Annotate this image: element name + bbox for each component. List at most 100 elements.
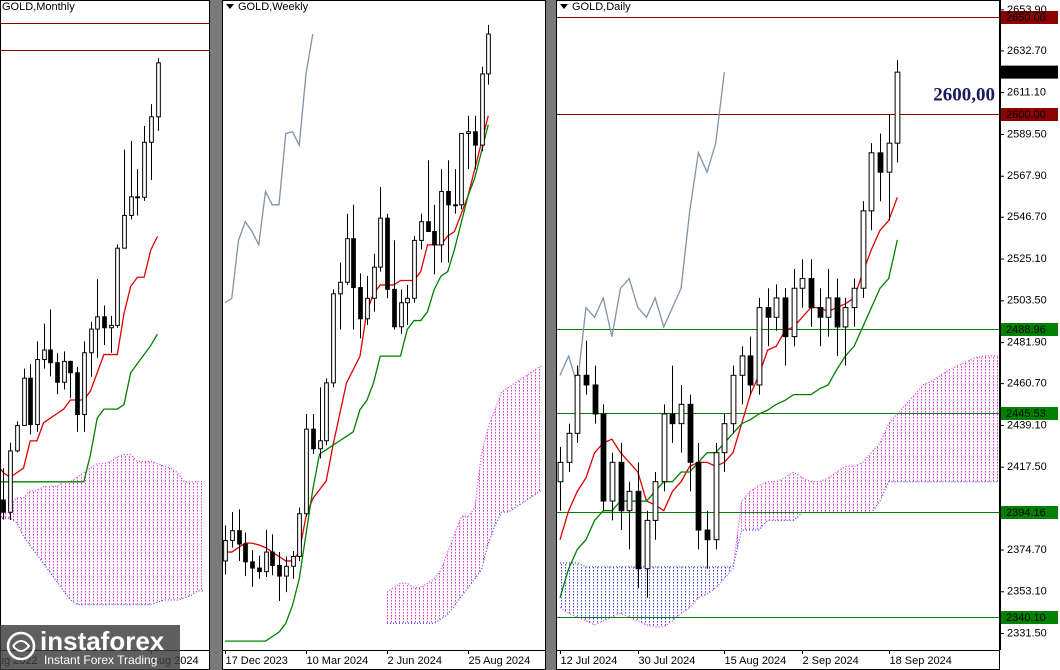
candle-body	[592, 384, 599, 415]
cloud-segment	[707, 566, 716, 594]
candle-body	[372, 266, 377, 299]
cloud-segment	[427, 578, 435, 624]
candle-body	[868, 152, 875, 212]
candle-body	[243, 543, 248, 563]
candle-body	[15, 424, 20, 452]
candle-body	[223, 539, 228, 562]
cloud-segment	[594, 566, 604, 625]
cloud-segment	[689, 566, 699, 608]
candle-body	[277, 564, 282, 577]
chart-title: GOLD,Daily	[572, 1, 631, 13]
y-tick-label: 2353.10	[1007, 586, 1047, 598]
cloud-segment	[603, 566, 612, 621]
x-tick-label: 30 Jul 2024	[639, 655, 696, 667]
watermark-brand: instaforex	[40, 626, 165, 656]
candle-body	[669, 413, 676, 425]
cloud-segment	[407, 583, 414, 624]
cloud-segment	[83, 468, 91, 605]
cloud-segment	[130, 454, 138, 605]
indicator-line	[559, 197, 898, 540]
candle-body	[392, 288, 397, 328]
cloud-segment	[784, 472, 794, 521]
candle-body	[412, 239, 417, 299]
candle-body	[446, 190, 451, 206]
cloud-segment	[164, 465, 171, 600]
cloud-segment	[414, 587, 421, 624]
cloud-segment	[975, 355, 984, 482]
candle-body	[1, 499, 6, 513]
candle-body	[834, 297, 841, 328]
candle-body	[405, 297, 410, 304]
cloud-segment	[393, 583, 401, 624]
cloud-segment	[501, 387, 509, 512]
indicator-line	[225, 124, 489, 642]
candle-body	[799, 278, 806, 289]
candle-body	[473, 131, 478, 146]
menu-triangle	[560, 4, 568, 9]
cloud-segment	[949, 365, 958, 482]
candle-body	[345, 238, 350, 283]
candle-body	[331, 293, 336, 384]
cloud-segment	[481, 427, 489, 570]
candle-body	[135, 196, 140, 199]
candle-body	[808, 278, 815, 309]
y-tick-label: 2632.70	[1007, 45, 1047, 57]
candle-body	[877, 152, 884, 173]
candle-body	[791, 287, 798, 338]
level-tag-label: 2600.00	[1006, 109, 1046, 121]
chart-title: GOLD,Monthly	[2, 1, 75, 13]
candle-body	[817, 307, 824, 318]
candle-body	[860, 210, 867, 289]
candle-body	[557, 461, 564, 483]
cloud-segment	[170, 468, 178, 600]
cloud-segment	[611, 566, 621, 618]
candle-body	[62, 360, 67, 383]
chart-panel: 17 Dec 2023 10 Mar 2024 2 Jun 2024 25 Aug 2…	[222, 0, 546, 670]
indicator-line	[0, 236, 159, 479]
candle-body	[8, 450, 13, 513]
x-tick-label: 2 Jun 2024	[388, 655, 442, 667]
candle-body	[678, 403, 685, 425]
candle-body	[156, 62, 161, 118]
cloud-segment	[819, 477, 829, 513]
cloud-segment	[137, 461, 145, 605]
cloud-segment	[184, 481, 191, 598]
x-tick-label: 12 Jul 2024	[561, 655, 618, 667]
candle-body	[851, 287, 858, 309]
cloud-segment	[637, 566, 647, 625]
indicator-line	[559, 239, 898, 598]
indicator-line	[225, 115, 489, 562]
cloud-segment	[488, 409, 495, 544]
cloud-segment	[585, 566, 595, 625]
candle-body	[115, 247, 120, 326]
cloud-segment	[741, 491, 751, 531]
cloud-segment	[474, 454, 482, 579]
cloud-segment	[992, 355, 1000, 482]
level-tag-label: 2650.00	[1006, 12, 1046, 24]
cloud-segment	[906, 394, 915, 482]
watermark-logo	[6, 631, 36, 661]
candle-body	[68, 360, 73, 374]
candle-body	[358, 287, 363, 320]
cloud-segment	[97, 463, 104, 605]
candle-body	[311, 428, 316, 450]
candle-body	[264, 551, 269, 573]
cloud-segment	[36, 486, 44, 564]
candle-body	[480, 73, 485, 146]
candle-body	[338, 281, 343, 295]
indicator-line	[224, 33, 314, 304]
cloud-segment	[30, 490, 37, 555]
cloud-segment	[420, 583, 428, 624]
y-tick-label: 2525.10	[1007, 253, 1047, 265]
candle-body	[149, 116, 154, 143]
cloud-segment	[845, 466, 855, 513]
candle-body	[42, 349, 47, 361]
level-tag	[1001, 407, 1058, 420]
cloud-segment	[560, 562, 569, 614]
candle-body	[730, 374, 737, 425]
cloud-segment	[828, 472, 837, 513]
y-tick-label: 2653.90	[1007, 4, 1047, 16]
y-tick-label: 2546.70	[1007, 211, 1047, 223]
